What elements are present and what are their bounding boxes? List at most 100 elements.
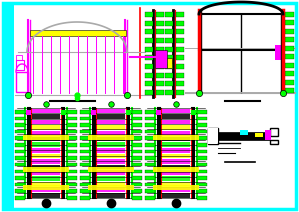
Bar <box>145 163 155 166</box>
Bar <box>156 12 164 17</box>
Bar <box>162 187 190 192</box>
Bar <box>176 12 184 17</box>
Bar <box>162 165 190 169</box>
Bar <box>32 131 60 136</box>
Bar <box>145 12 153 17</box>
Bar <box>97 159 125 164</box>
Bar <box>15 8 170 98</box>
Bar <box>88 184 134 190</box>
Bar <box>15 196 25 199</box>
Bar <box>67 117 77 120</box>
Bar <box>162 120 190 124</box>
Bar <box>80 123 90 127</box>
Bar <box>145 176 155 180</box>
Bar <box>97 187 125 192</box>
Bar <box>15 137 25 140</box>
Bar <box>67 123 77 127</box>
Bar <box>15 117 25 120</box>
Bar <box>208 128 218 144</box>
Bar <box>197 123 207 127</box>
Bar <box>15 156 25 160</box>
Bar <box>132 137 142 140</box>
Bar <box>285 29 294 34</box>
Bar <box>32 114 60 119</box>
Bar <box>176 55 184 60</box>
Bar <box>16 72 28 92</box>
Bar <box>156 73 164 78</box>
Bar <box>162 153 190 158</box>
Bar <box>145 117 155 120</box>
Bar <box>197 130 207 133</box>
Bar <box>67 137 77 140</box>
Bar <box>145 29 153 34</box>
Bar <box>156 64 164 69</box>
Bar <box>176 29 184 34</box>
Bar <box>132 183 142 186</box>
Bar <box>145 150 155 153</box>
Bar <box>145 156 155 160</box>
Bar <box>197 170 207 173</box>
Bar <box>132 143 142 146</box>
Bar <box>97 170 125 175</box>
Bar <box>240 130 248 135</box>
Bar <box>153 184 199 190</box>
Bar <box>162 176 190 181</box>
Bar <box>32 193 60 198</box>
Bar <box>80 110 90 113</box>
Bar <box>215 132 270 140</box>
Bar <box>23 135 69 140</box>
Bar <box>67 176 77 180</box>
Bar <box>145 38 153 43</box>
Bar <box>15 123 25 127</box>
Bar <box>145 55 153 60</box>
Bar <box>165 55 173 60</box>
Bar <box>80 156 90 160</box>
Bar <box>16 60 24 70</box>
Bar <box>67 196 77 199</box>
Bar <box>32 137 60 141</box>
Bar <box>145 64 153 69</box>
Bar <box>165 12 173 17</box>
Bar <box>162 109 190 113</box>
Bar <box>153 135 199 140</box>
Bar <box>26 110 31 115</box>
Bar <box>156 47 164 52</box>
Bar <box>145 110 155 113</box>
Bar <box>165 38 173 43</box>
Bar <box>97 165 125 169</box>
Bar <box>80 176 90 180</box>
Bar <box>165 47 173 52</box>
Bar <box>165 73 173 78</box>
Bar <box>156 55 164 60</box>
Bar <box>167 58 172 68</box>
Bar <box>156 90 164 95</box>
Bar <box>132 189 142 193</box>
Bar <box>197 143 207 146</box>
Bar <box>197 176 207 180</box>
Bar <box>285 71 294 76</box>
Bar <box>132 117 142 120</box>
Bar <box>67 130 77 133</box>
Bar <box>176 90 184 95</box>
Bar <box>32 159 60 164</box>
Bar <box>67 183 77 186</box>
Bar <box>156 21 164 26</box>
Bar <box>132 130 142 133</box>
Bar <box>145 196 155 199</box>
Bar <box>255 133 263 137</box>
Bar <box>270 140 278 144</box>
Bar <box>145 183 155 186</box>
Bar <box>156 81 164 86</box>
Bar <box>132 176 142 180</box>
Bar <box>145 137 155 140</box>
Bar <box>15 189 25 193</box>
Bar <box>162 125 190 130</box>
Bar <box>265 130 271 140</box>
Bar <box>162 142 190 147</box>
Bar <box>197 156 207 160</box>
Bar <box>145 21 153 26</box>
Bar <box>176 21 184 26</box>
Bar <box>165 29 173 34</box>
Bar <box>67 110 77 113</box>
Bar <box>80 183 90 186</box>
